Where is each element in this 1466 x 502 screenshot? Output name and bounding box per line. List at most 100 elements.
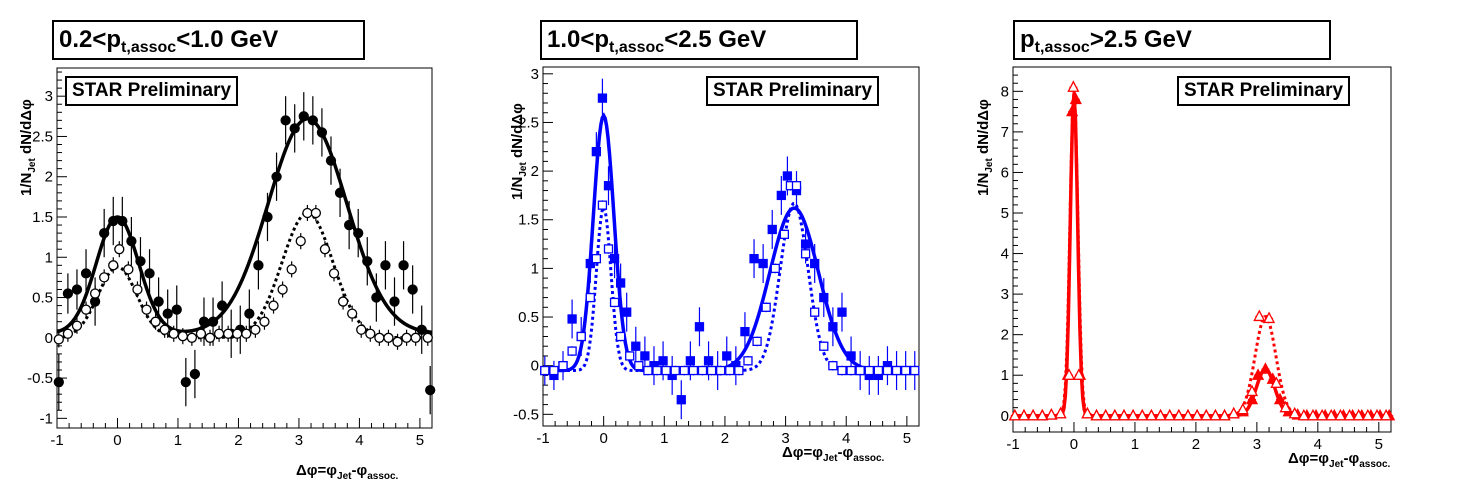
x-tick-label: 5 — [416, 432, 424, 449]
data-point — [716, 365, 726, 376]
data-point — [800, 249, 811, 259]
y-tick-label: 4 — [1001, 246, 1009, 263]
x-tick-label: 2 — [234, 432, 242, 449]
y-tick-label: 6 — [1001, 164, 1009, 181]
data-point — [392, 336, 403, 347]
data-point — [347, 308, 358, 319]
panel-1-title-main: 0.2<p — [59, 26, 122, 53]
data-point — [1252, 368, 1265, 380]
panel-2-title-main: 1.0<p — [547, 26, 610, 53]
data-point — [1008, 408, 1021, 421]
data-point — [1127, 408, 1140, 421]
data-point — [1136, 408, 1149, 421]
y-tick-label: 1 — [1001, 367, 1009, 384]
data-point — [80, 304, 92, 315]
data-point — [407, 284, 418, 295]
data-point — [882, 365, 893, 376]
data-point — [776, 190, 786, 201]
data-point — [150, 316, 161, 327]
data-point — [380, 260, 391, 271]
data-point — [268, 300, 279, 311]
data-point — [159, 324, 170, 335]
x-tick-label: 1 — [174, 432, 182, 449]
data-point — [207, 316, 219, 327]
data-point — [1181, 408, 1195, 421]
data-point — [688, 365, 699, 376]
data-point — [1273, 392, 1287, 405]
data-point — [837, 307, 847, 317]
x-tick-label: 2 — [721, 430, 729, 447]
data-point — [609, 254, 620, 264]
data-point — [123, 264, 134, 275]
data-point — [53, 376, 64, 388]
data-point — [271, 171, 282, 182]
y-tick-label: 2 — [1001, 327, 1009, 344]
data-point — [679, 365, 689, 376]
x-tick-label: 3 — [1253, 436, 1261, 453]
data-point — [873, 365, 884, 376]
plot-frame — [1012, 66, 1392, 433]
data-point — [706, 365, 717, 376]
data-point — [576, 331, 586, 342]
data-point — [250, 324, 261, 335]
data-point — [640, 351, 650, 361]
data-point — [676, 395, 686, 405]
data-point — [643, 365, 653, 376]
data-point — [828, 361, 838, 371]
data-point — [89, 288, 101, 299]
y-tick-label: 0.5 — [32, 290, 53, 307]
data-point — [1036, 408, 1049, 421]
y-tick-label: 3 — [1001, 286, 1009, 303]
y-tick-label: 8 — [1001, 83, 1009, 100]
data-point — [549, 365, 559, 376]
data-point — [1352, 408, 1365, 421]
data-point — [779, 229, 790, 239]
data-point — [353, 227, 364, 239]
data-point — [1380, 408, 1393, 421]
x-tick-label: 1 — [660, 430, 668, 447]
data-point — [585, 258, 595, 269]
panel-2-title-sub: t,assoc — [609, 39, 665, 56]
data-point — [743, 356, 753, 366]
data-point — [615, 331, 626, 342]
panel-2-star-preliminary: STAR Preliminary — [706, 76, 880, 106]
data-point — [99, 272, 110, 283]
data-point — [864, 365, 874, 376]
data-point — [422, 332, 433, 343]
y-tick-label: 1 — [531, 260, 539, 277]
data-point — [80, 268, 92, 279]
data-point — [837, 365, 847, 376]
data-point — [371, 292, 382, 303]
data-point — [1253, 309, 1266, 322]
data-point — [135, 256, 146, 267]
data-point — [791, 181, 802, 191]
fit-curve-solid — [1013, 93, 1391, 418]
data-point — [685, 356, 696, 366]
y-tick-label: 7 — [1001, 124, 1009, 141]
data-point — [1245, 384, 1259, 397]
data-point — [591, 254, 602, 264]
panel-1-x-axis-label: Δφ=φJet-φassoc. — [296, 462, 399, 482]
data-point — [141, 304, 152, 315]
data-point — [567, 314, 577, 324]
data-point — [597, 93, 608, 103]
data-point — [597, 200, 608, 210]
x-tick-label: -1 — [50, 432, 63, 449]
plot-frame — [542, 66, 920, 427]
data-point — [310, 207, 322, 219]
data-point — [846, 351, 856, 361]
data-point — [153, 296, 164, 307]
data-point — [770, 263, 780, 274]
data-point — [398, 260, 409, 271]
data-point — [1163, 408, 1176, 421]
x-tick-label: -1 — [1006, 436, 1019, 453]
data-point — [1227, 406, 1240, 419]
y-tick-label: 0 — [1001, 408, 1009, 425]
panel-1-title-tail: <1.0 GeV — [176, 26, 279, 53]
data-point — [71, 284, 83, 295]
x-tick-label: -1 — [536, 430, 549, 447]
data-point — [262, 211, 273, 223]
